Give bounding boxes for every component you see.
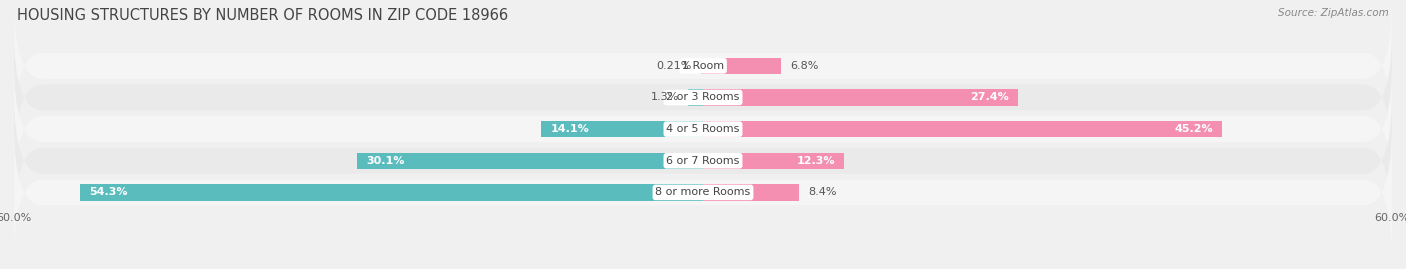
Bar: [703, 121, 1222, 137]
Bar: [703, 153, 844, 169]
Text: HOUSING STRUCTURES BY NUMBER OF ROOMS IN ZIP CODE 18966: HOUSING STRUCTURES BY NUMBER OF ROOMS IN…: [17, 8, 508, 23]
FancyBboxPatch shape: [14, 63, 1392, 195]
FancyBboxPatch shape: [14, 95, 1392, 227]
Bar: [700, 58, 703, 74]
Text: 8 or more Rooms: 8 or more Rooms: [655, 187, 751, 197]
Text: 8.4%: 8.4%: [808, 187, 837, 197]
Text: 30.1%: 30.1%: [367, 156, 405, 166]
Bar: [688, 89, 703, 106]
FancyBboxPatch shape: [14, 0, 1392, 132]
FancyBboxPatch shape: [14, 126, 1392, 259]
Text: 1.3%: 1.3%: [651, 93, 679, 102]
Text: 1 Room: 1 Room: [682, 61, 724, 71]
Text: Source: ZipAtlas.com: Source: ZipAtlas.com: [1278, 8, 1389, 18]
Text: 45.2%: 45.2%: [1174, 124, 1213, 134]
Text: 14.1%: 14.1%: [550, 124, 589, 134]
Bar: [703, 184, 800, 201]
Bar: [703, 89, 1018, 106]
Text: 0.21%: 0.21%: [657, 61, 692, 71]
Text: 12.3%: 12.3%: [797, 156, 835, 166]
Bar: [357, 153, 703, 169]
Text: 54.3%: 54.3%: [89, 187, 127, 197]
Bar: [541, 121, 703, 137]
Text: 4 or 5 Rooms: 4 or 5 Rooms: [666, 124, 740, 134]
Bar: [703, 58, 782, 74]
Bar: [80, 184, 703, 201]
Text: 2 or 3 Rooms: 2 or 3 Rooms: [666, 93, 740, 102]
Text: 6 or 7 Rooms: 6 or 7 Rooms: [666, 156, 740, 166]
Text: 6.8%: 6.8%: [790, 61, 818, 71]
Text: 27.4%: 27.4%: [970, 93, 1008, 102]
FancyBboxPatch shape: [14, 31, 1392, 164]
